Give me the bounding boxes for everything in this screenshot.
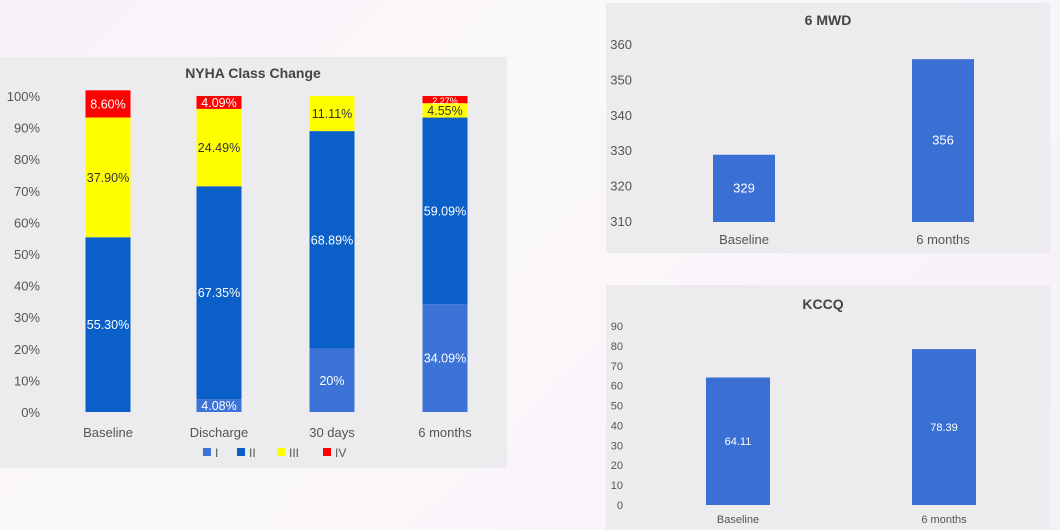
- legend-swatch-ii: [237, 448, 245, 456]
- data-label: 68.89%: [311, 233, 353, 247]
- data-label: 8.60%: [90, 97, 125, 111]
- data-label: 4.09%: [201, 96, 236, 110]
- mwd-chart: 6 MWD 310 320 330 340 350 360 329 Baseline 356 6 m…: [610, 12, 974, 247]
- y-tick-label: 0%: [21, 405, 40, 420]
- y-tick-label: 330: [610, 143, 632, 158]
- legend-label: II: [249, 446, 256, 460]
- y-tick-label: 80%: [14, 152, 40, 167]
- y-tick-label: 90%: [14, 121, 40, 136]
- y-tick-label: 30%: [14, 310, 40, 325]
- kccq-chart-panel: KCCQ 0 10 20 30 40 50 60 70 80 90 64.11 Baseline 78.3…: [606, 285, 1050, 530]
- y-tick-label: 360: [610, 37, 632, 52]
- y-tick-label: 90: [611, 321, 623, 333]
- bar: [706, 377, 770, 505]
- chart-title: KCCQ: [802, 296, 843, 312]
- y-tick-label: 350: [610, 72, 632, 87]
- legend-swatch-iv: [323, 448, 331, 456]
- bar-segment-iv: [85, 90, 131, 118]
- y-tick-label: 70%: [14, 184, 40, 199]
- y-tick-label: 340: [610, 108, 632, 123]
- data-label: 4.08%: [201, 399, 236, 413]
- bar-segment-ii: [196, 186, 242, 400]
- chart-title: 6 MWD: [805, 12, 852, 28]
- bar-segment-i: [422, 304, 468, 412]
- data-label: 329: [733, 180, 755, 195]
- legend-label: III: [289, 446, 299, 460]
- data-label: 11.11%: [312, 107, 353, 121]
- bar-segment-iv: [422, 96, 468, 104]
- bar-segment-ii: [422, 117, 468, 305]
- x-tick-label: Baseline: [717, 514, 759, 526]
- data-label: 59.09%: [424, 204, 466, 218]
- y-tick-label: 80: [611, 341, 623, 353]
- x-tick-label: Baseline: [719, 232, 769, 247]
- bar-segment-i: [196, 399, 242, 412]
- data-label: 67.35%: [198, 286, 240, 300]
- bar-segment-ii: [309, 131, 355, 349]
- y-tick-label: 10%: [14, 373, 40, 388]
- y-tick-label: 20: [611, 460, 623, 472]
- y-tick-label: 310: [610, 214, 632, 229]
- data-label: 4.55%: [427, 104, 462, 118]
- data-label: 356: [932, 133, 954, 148]
- y-tick-label: 70: [611, 361, 623, 373]
- bar-segment-ii: [85, 237, 131, 412]
- bar: [912, 59, 974, 222]
- legend-label: I: [215, 446, 218, 460]
- x-tick-label: 30 days: [309, 425, 355, 440]
- y-tick-label: 20%: [14, 342, 40, 357]
- y-tick-label: 100%: [7, 89, 41, 104]
- x-tick-label: Discharge: [190, 425, 249, 440]
- x-tick-label: 6 months: [916, 232, 970, 247]
- data-label: 2.27%: [432, 96, 458, 106]
- bar-segment-iii: [85, 117, 131, 238]
- legend-label: IV: [335, 446, 346, 460]
- bar: [912, 349, 976, 505]
- x-tick-label: Baseline: [83, 425, 133, 440]
- bar-segment-iii: [309, 96, 355, 132]
- x-tick-label: 6 months: [418, 425, 472, 440]
- data-label: 24.49%: [198, 141, 240, 155]
- chart-title: NYHA Class Change: [185, 65, 321, 81]
- data-label: 20%: [319, 374, 344, 388]
- bar-segment-iii: [422, 103, 468, 118]
- y-tick-label: 60: [611, 381, 623, 393]
- nyha-chart: NYHA Class Change 0% 10% 20% 30% 40% 50% 60% 70%…: [7, 65, 472, 460]
- bar-segment-i: [309, 348, 355, 412]
- y-tick-label: 320: [610, 179, 632, 194]
- y-tick-label: 60%: [14, 215, 40, 230]
- data-label: 78.39: [930, 422, 958, 434]
- data-label: 64.11: [725, 436, 752, 448]
- y-tick-label: 10: [611, 480, 623, 492]
- legend-swatch-i: [203, 448, 211, 456]
- data-label: 34.09%: [424, 352, 466, 366]
- data-label: 37.90%: [87, 171, 129, 185]
- kccq-chart: KCCQ 0 10 20 30 40 50 60 70 80 90 64.11 Baseline 78.3…: [611, 296, 976, 526]
- data-label: 55.30%: [87, 318, 129, 332]
- mwd-chart-panel: 6 MWD 310 320 330 340 350 360 329 Baseline 356 6 m…: [606, 3, 1050, 253]
- x-tick-label: 6 months: [921, 514, 967, 526]
- legend-swatch-iii: [277, 448, 285, 456]
- bar-segment-iv: [196, 95, 242, 109]
- y-tick-label: 50: [611, 401, 623, 413]
- nyha-chart-panel: NYHA Class Change 0% 10% 20% 30% 40% 50% 60% 70%…: [0, 57, 507, 468]
- y-tick-label: 40: [611, 420, 623, 432]
- y-tick-label: 0: [617, 500, 623, 512]
- y-tick-label: 30: [611, 440, 623, 452]
- y-tick-label: 50%: [14, 247, 40, 262]
- bar: [713, 154, 775, 222]
- y-tick-label: 40%: [14, 279, 40, 294]
- bar-segment-iii: [196, 108, 242, 187]
